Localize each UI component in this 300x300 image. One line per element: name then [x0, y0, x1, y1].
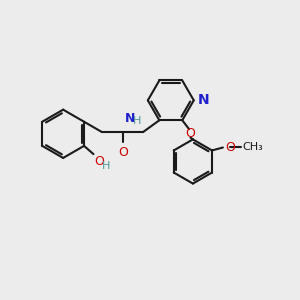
Text: H: H — [102, 160, 111, 171]
Text: N: N — [198, 93, 209, 107]
Text: O: O — [94, 155, 104, 168]
Text: O: O — [118, 146, 128, 159]
Text: O: O — [225, 141, 235, 154]
Text: O: O — [186, 127, 196, 140]
Text: CH₃: CH₃ — [242, 142, 263, 152]
Text: H: H — [133, 116, 141, 126]
Text: N: N — [124, 112, 135, 125]
